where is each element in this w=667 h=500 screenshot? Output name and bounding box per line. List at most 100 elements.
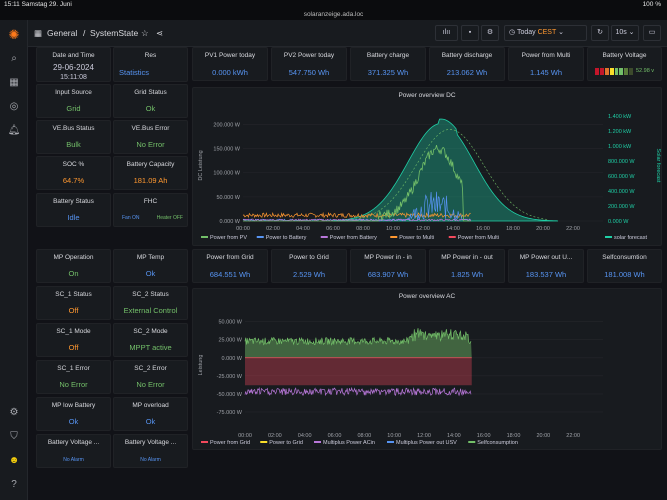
search-icon[interactable]: ⌕ [11, 53, 17, 64]
y-tick-label: 50.000 W [216, 195, 240, 201]
status-panel[interactable]: SC_1 Error No Error [36, 360, 111, 394]
save-icon: ▪ [468, 29, 472, 36]
power-overview-dc-panel[interactable]: Power overview DC 0.000 W 50.000 W 100.000… [192, 87, 662, 246]
status-panel[interactable]: Res Statistics [113, 47, 188, 82]
status-panel[interactable]: MP low Battery Ok [36, 397, 111, 431]
stat-panel[interactable]: MP Power in - out 1.825 Wh [429, 249, 505, 283]
tv-mode-button[interactable]: ▭ [643, 25, 661, 41]
gear-icon[interactable]: ⚙ [9, 407, 19, 418]
stat-panel[interactable]: MP Power out U... 183.537 Wh [508, 249, 584, 283]
legend-item[interactable]: Multiplus Power out USV [396, 440, 457, 446]
legend-item[interactable]: Selfconsumption [477, 440, 518, 446]
stat-panel[interactable]: Power from Grid 684.551 Wh [192, 249, 268, 283]
star-icon[interactable]: ☆ [141, 28, 149, 38]
grafana-logo-icon[interactable]: ✺ [8, 27, 20, 42]
time-range-picker[interactable]: ◷ Today CEST ⌄ [504, 25, 587, 41]
chart-title: Power overview AC [398, 293, 456, 300]
panel-value: Ok [68, 417, 79, 426]
legend-item[interactable]: Power from Battery [330, 235, 377, 241]
url-text: solaranzeige.ada.loc [303, 11, 364, 18]
panel-value: Statistics [119, 68, 150, 77]
dashboards-icon: ▦ [34, 28, 43, 38]
power-to-multi-line [242, 211, 471, 219]
breadcrumb-folder[interactable]: General [47, 28, 78, 38]
panel-title: Battery Status [53, 198, 94, 205]
panel-title: MP overload [132, 402, 169, 409]
status-panel[interactable]: Battery Voltage ... No Alarm [113, 434, 188, 468]
stat-panel[interactable]: Battery Voltage 52.98 v [587, 47, 662, 81]
status-panel[interactable]: FHC Fan ON Heater OFF [113, 193, 188, 227]
status-panel[interactable]: Battery Voltage ... No Alarm [36, 434, 111, 468]
status-panel[interactable]: Input Source Grid [36, 84, 111, 118]
status-panel[interactable]: SC_2 Mode MPPT active [113, 323, 188, 357]
settings-button[interactable]: ⚙ [481, 25, 499, 41]
stat-panel[interactable]: PV1 Power today 0.000 kWh [192, 47, 268, 81]
legend-item[interactable]: Multiplus Power ACin [323, 440, 375, 446]
y-axis-label: DC Leistung [198, 150, 204, 180]
solar-forecast-area [332, 118, 559, 222]
panel-title: Battery Voltage ... [47, 439, 100, 446]
status-panel[interactable]: Date and Time 29-06-2024 15:11:08 [36, 47, 111, 82]
status-panel[interactable]: VE.Bus Status Bulk [36, 120, 111, 154]
legend-item[interactable]: Power to Grid [269, 440, 303, 446]
legend-item[interactable]: Power from PV [210, 235, 247, 241]
status-panel[interactable]: Battery Capacity 181.09 Ah [113, 156, 188, 190]
gauge-segment [619, 68, 624, 75]
stat-title: MP Power in - in [364, 254, 412, 261]
legend-item[interactable]: Power from Grid [210, 440, 250, 446]
status-panel[interactable]: Grid Status Ok [113, 84, 188, 118]
save-button[interactable]: ▪ [461, 25, 479, 41]
stat-value: 1.825 Wh [450, 270, 484, 279]
legend-item[interactable]: Power to Multi [399, 235, 434, 241]
stat-panel[interactable]: Selfconsumtion 181.008 Wh [587, 249, 662, 283]
status-panel[interactable]: SC_1 Status Off [36, 286, 111, 320]
panel-title: Battery Voltage ... [124, 439, 177, 446]
legend-item[interactable]: Power to Battery [266, 235, 307, 241]
stat-panel[interactable]: Battery charge 371.325 Wh [350, 47, 426, 81]
stat-panel[interactable]: PV2 Power today 547.750 Wh [271, 47, 347, 81]
stat-title: Power from Grid [206, 254, 254, 261]
add-panel-button[interactable]: ılıı [435, 25, 458, 41]
url-bar[interactable]: solaranzeige.ada.loc [0, 9, 667, 20]
status-panel[interactable]: MP Operation On [36, 249, 111, 283]
timezone-label: CEST [537, 29, 557, 36]
legend-item[interactable]: Power from Multi [458, 235, 499, 241]
dc-chart: 0.000 W 50.000 W 100.000 W 150.000 W 200.000… [198, 114, 661, 241]
status-panel[interactable]: VE.Bus Error No Error [113, 120, 188, 154]
status-panel[interactable]: MP Temp Ok [113, 249, 188, 283]
multiplus-acin-line [244, 386, 472, 397]
dashboards-icon[interactable]: ▦ [9, 77, 19, 88]
panel-value: No Error [136, 140, 165, 149]
compass-icon[interactable]: ◎ [9, 101, 19, 112]
shield-icon[interactable]: ⛉ [10, 431, 18, 442]
avatar[interactable]: ☻ [8, 455, 20, 466]
panel-value: On [68, 269, 79, 278]
x-tick-label: 22:00 [566, 226, 580, 232]
panel-value: No Alarm [63, 457, 84, 463]
x-tick-label: 10:00 [386, 226, 400, 232]
stat-panel[interactable]: Battery discharge 213.062 Wh [429, 47, 505, 81]
legend-item[interactable]: solar forecast [614, 235, 647, 241]
legend-swatch [201, 236, 208, 238]
bell-icon[interactable]: 🔔︎ [7, 125, 21, 136]
power-overview-ac-panel[interactable]: Power overview AC -75.000 W -50.000 W -25.… [192, 288, 662, 450]
share-icon[interactable]: ⋖ [156, 28, 164, 38]
stat-panel[interactable]: MP Power in - in 683.907 Wh [350, 249, 426, 283]
page-title[interactable]: SystemState [90, 28, 139, 38]
status-panel[interactable]: SC_2 Status External Control [113, 286, 188, 320]
panel-title: Input Source [55, 89, 92, 96]
status-panel[interactable]: Battery Status Idle [36, 193, 111, 227]
status-panel[interactable]: SOC % 64.7% [36, 156, 111, 190]
x-tick-label: 02:00 [268, 433, 282, 439]
status-panel[interactable]: SC_2 Error No Error [113, 360, 188, 394]
status-panel[interactable]: SC_1 Mode Off [36, 323, 111, 357]
panel-title: SC_1 Mode [56, 328, 91, 335]
refresh-interval-select[interactable]: 10s ⌄ [611, 25, 639, 41]
stat-title: Power to Grid [289, 254, 329, 261]
refresh-button[interactable]: ↻ [591, 25, 609, 41]
status-panel[interactable]: MP overload Ok [113, 397, 188, 431]
help-icon[interactable]: ? [11, 479, 17, 490]
stat-panel[interactable]: Power from Multi 1.145 Wh [508, 47, 584, 81]
stat-panel[interactable]: Power to Grid 2.529 Wh [271, 249, 347, 283]
voltage-gauge [595, 68, 633, 75]
